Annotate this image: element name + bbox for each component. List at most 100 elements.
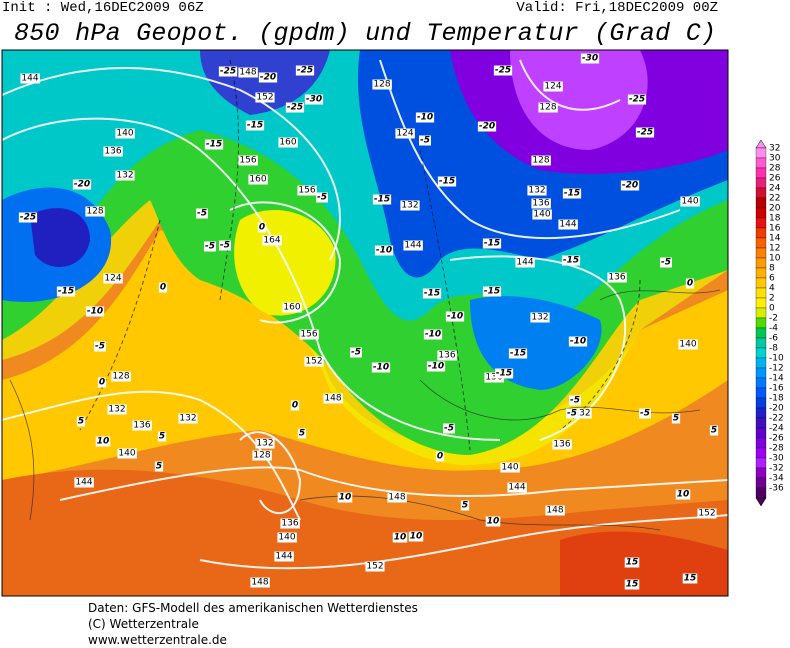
temperature-contour-label: -30 bbox=[306, 95, 322, 105]
colorbar-swatch bbox=[755, 157, 767, 169]
temperature-contour-label: 5 bbox=[673, 414, 679, 424]
temperature-contour-label: -10 bbox=[417, 113, 433, 123]
temperature-contour-label-box bbox=[460, 500, 470, 511]
temperature-contour-label-box bbox=[372, 194, 392, 205]
colorbar-swatch bbox=[755, 377, 767, 389]
height-contour-label-box bbox=[572, 408, 592, 419]
height-contour-label: 136 bbox=[553, 440, 570, 450]
height-contour-label: 152 bbox=[305, 357, 322, 367]
height-contour-label: 128 bbox=[86, 207, 103, 217]
height-contour-label: 144 bbox=[404, 241, 421, 251]
height-contour-label: 160 bbox=[279, 138, 296, 148]
height-contour-label-box bbox=[282, 302, 302, 313]
temperature-contour-label-box bbox=[685, 278, 695, 289]
height-contour-label: 144 bbox=[275, 552, 292, 562]
colorbar-swatch bbox=[755, 277, 767, 289]
colorbar-swatch bbox=[755, 437, 767, 449]
height-contour-label: 160 bbox=[283, 303, 300, 313]
colorbar-swatch bbox=[755, 407, 767, 419]
temperature-contour-label: 5 bbox=[78, 417, 84, 427]
colorbar-tick-label: 32 bbox=[769, 144, 780, 154]
temperature-contour-label-box bbox=[493, 65, 513, 76]
height-contour-label: 124 bbox=[544, 82, 561, 92]
height-contour-label: 132 bbox=[573, 409, 590, 419]
temperature-contour-label-box bbox=[290, 400, 300, 411]
height-contour-label-box bbox=[531, 155, 551, 166]
height-contour-label-box bbox=[304, 356, 324, 367]
temperature-contour-label-box bbox=[624, 579, 640, 590]
temperature-contour-label: -10 bbox=[373, 363, 389, 373]
temperature-contour-label-box bbox=[624, 557, 640, 568]
temperature-contour-label: -10 bbox=[425, 330, 441, 340]
height-contour-label: 128 bbox=[532, 156, 549, 166]
colorbar-swatch bbox=[755, 147, 767, 159]
height-contour-label-box bbox=[117, 448, 137, 459]
height-contour-label: 140 bbox=[278, 533, 295, 543]
height-contour-label: 132 bbox=[179, 414, 196, 424]
height-contour-label: 136 bbox=[133, 421, 150, 431]
height-contour-label: 140 bbox=[501, 463, 518, 473]
temperature-contour-label: 0 bbox=[292, 401, 298, 411]
temperature-contour-label-box bbox=[485, 516, 501, 527]
temperature-contour-label: 15 bbox=[626, 580, 639, 590]
temperature-contour-label: -10 bbox=[570, 337, 586, 347]
temperature-contour-label-box bbox=[508, 348, 528, 359]
temperature-contour-label: -15 bbox=[484, 239, 500, 249]
temperature-contour-label-box bbox=[482, 286, 502, 297]
temperature-contour-label: -5 bbox=[95, 342, 105, 352]
colorbar-tick-label: -24 bbox=[769, 424, 784, 434]
height-contour-label-box bbox=[678, 339, 698, 350]
colorbar-tick-label: 12 bbox=[769, 244, 780, 254]
temperature-contour-label: -25 bbox=[637, 128, 653, 138]
temperature-contour-label-box bbox=[204, 241, 216, 252]
height-contour-label: 140 bbox=[118, 449, 135, 459]
temperature-contour-label-box bbox=[635, 127, 655, 138]
colorbar-swatch bbox=[755, 357, 767, 369]
colorbar-tick-label: -2 bbox=[769, 314, 778, 324]
height-contour-label-box bbox=[543, 81, 563, 92]
height-contour-label: 128 bbox=[373, 80, 390, 90]
temperature-contour-label-box bbox=[562, 188, 582, 199]
temperature-contour-label-box bbox=[154, 461, 164, 472]
height-contour-label-box bbox=[20, 73, 40, 84]
temperature-contour-label-box bbox=[94, 341, 106, 352]
colorbar-swatch bbox=[755, 207, 767, 219]
height-contour-label: 156 bbox=[239, 156, 256, 166]
height-contour-label-box bbox=[132, 420, 152, 431]
footer-copyright: (C) Wetterzentrale bbox=[88, 617, 199, 631]
colorbar-tick-label: 8 bbox=[769, 264, 775, 274]
temperature-contour-label: -15 bbox=[374, 195, 390, 205]
temperature-contour-label-box bbox=[675, 489, 691, 500]
temperature-contour-label: -25 bbox=[297, 66, 313, 76]
colorbar-tick-label: -8 bbox=[769, 344, 778, 354]
temperature-contour-label-box bbox=[671, 413, 681, 424]
height-contour-label: 148 bbox=[546, 506, 563, 516]
temperature-contour-label-box bbox=[561, 255, 581, 266]
colorbar-tick-label: 16 bbox=[769, 224, 781, 234]
height-contour-label-box bbox=[372, 79, 392, 90]
temperature-contour-label: -5 bbox=[220, 241, 230, 251]
colorbar-tick-label: -6 bbox=[769, 334, 778, 344]
temperature-contour-label: 10 bbox=[487, 517, 500, 527]
temperature-contour-label: -30 bbox=[582, 54, 598, 64]
height-contour-label-box bbox=[274, 551, 294, 562]
colorbar-swatch bbox=[755, 227, 767, 239]
colorbar-tick-label: 28 bbox=[769, 164, 781, 174]
temperature-contour-label-box bbox=[371, 362, 391, 373]
temperature-contour-label-box bbox=[566, 408, 578, 419]
height-contour-label: 140 bbox=[681, 197, 698, 207]
temperature-contour-label: -5 bbox=[567, 409, 577, 419]
height-contour-label: 140 bbox=[533, 210, 550, 220]
temperature-contour-label-box bbox=[445, 311, 465, 322]
temperature-contour-label-box bbox=[85, 306, 105, 317]
temperature-contour-label-box bbox=[95, 436, 111, 447]
temperature-contour-label: 5 bbox=[711, 426, 717, 436]
height-contour-label: 132 bbox=[528, 186, 545, 196]
temperature-contour-label-box bbox=[443, 423, 455, 434]
valid-time: Valid: Fri,18DEC2009 00Z bbox=[516, 0, 718, 16]
temperature-contour-label-box bbox=[569, 395, 581, 406]
colorbar-tick-label: -22 bbox=[769, 414, 784, 424]
height-contour-label: 136 bbox=[104, 147, 121, 157]
height-contour-label-box bbox=[255, 92, 275, 103]
temperature-contour-label-box bbox=[639, 408, 651, 419]
